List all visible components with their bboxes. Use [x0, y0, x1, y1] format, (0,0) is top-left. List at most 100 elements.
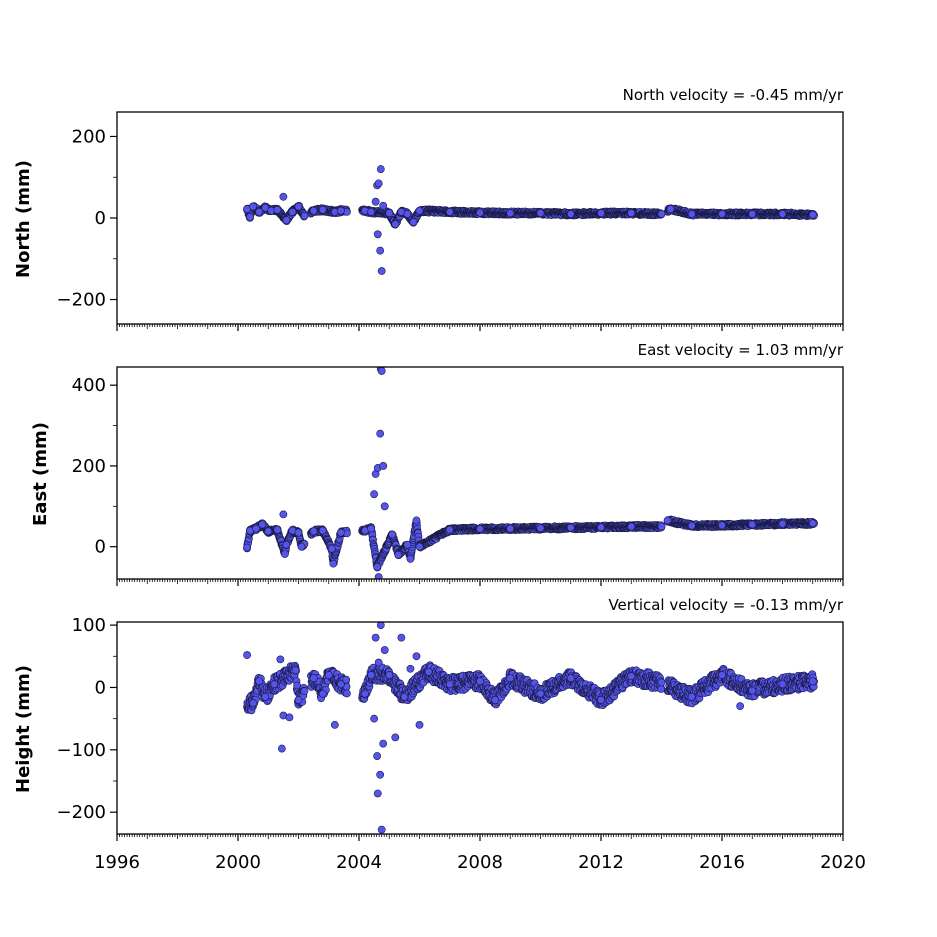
data-point	[374, 179, 383, 188]
data-point	[385, 209, 394, 218]
north-series	[243, 165, 818, 275]
data-point	[280, 550, 289, 558]
data-point	[373, 230, 382, 239]
east-panel-title: East velocity = 1.03 mm/yr	[638, 341, 844, 359]
data-point	[409, 218, 418, 226]
data-point	[536, 209, 545, 218]
data-point	[536, 524, 545, 533]
data-point	[657, 522, 666, 531]
data-point	[318, 526, 327, 535]
data-point	[279, 192, 288, 201]
data-point	[379, 201, 388, 210]
north-panel: North velocity = -0.45 mm/yr North (mm) …	[13, 86, 844, 331]
data-point	[288, 207, 297, 216]
data-point	[506, 524, 515, 533]
data-point	[376, 246, 385, 255]
north-y-tick-label: −200	[57, 290, 106, 311]
data-point	[388, 530, 397, 539]
height-y-tick-label: −200	[57, 802, 106, 823]
data-point	[376, 429, 385, 438]
data-point	[380, 502, 389, 511]
data-point	[377, 267, 386, 275]
data-point	[778, 519, 787, 528]
height-y-tick-label: 0	[95, 677, 106, 698]
data-point	[403, 540, 412, 549]
data-point	[294, 202, 303, 211]
data-point	[376, 165, 385, 173]
data-point	[273, 205, 282, 214]
north-panel-title: North velocity = -0.45 mm/yr	[623, 86, 844, 104]
data-point	[566, 210, 575, 218]
height-y-axis-label: Height (mm)	[13, 665, 34, 793]
data-point	[687, 210, 696, 218]
data-point	[748, 520, 757, 529]
data-point	[318, 205, 327, 214]
east-y-axis-label: East (mm)	[30, 422, 51, 526]
data-point	[297, 542, 306, 551]
east-panel: East velocity = 1.03 mm/yr East (mm) 0 20…	[30, 341, 844, 586]
data-point	[718, 521, 726, 530]
north-y-tick-label: 0	[95, 208, 106, 229]
data-point	[778, 210, 787, 218]
data-point	[336, 206, 345, 215]
data-point	[294, 528, 303, 537]
data-point	[282, 216, 291, 224]
data-point	[379, 462, 388, 470]
data-point	[687, 521, 696, 530]
data-point	[566, 523, 575, 532]
data-point	[371, 197, 380, 206]
height-y-tick-label: 100	[72, 615, 106, 636]
data-point	[327, 544, 336, 553]
data-point	[657, 210, 666, 218]
data-point	[445, 207, 454, 216]
data-point	[279, 510, 288, 519]
north-plot-frame	[116, 111, 844, 325]
data-point	[374, 573, 383, 579]
data-point	[329, 559, 338, 568]
data-point	[415, 542, 424, 551]
data-point	[246, 212, 254, 221]
data-point	[367, 524, 375, 533]
data-point	[627, 209, 636, 218]
data-point	[249, 202, 258, 211]
data-point	[412, 516, 421, 525]
data-point	[377, 367, 386, 375]
data-point	[300, 212, 309, 220]
data-point	[506, 209, 515, 218]
data-point	[403, 210, 412, 218]
data-point	[391, 220, 400, 229]
data-point	[243, 543, 251, 552]
data-point	[445, 525, 454, 534]
east-plot-frame	[116, 366, 844, 580]
data-point	[666, 205, 675, 213]
data-point	[808, 210, 817, 219]
east-series	[243, 367, 818, 579]
data-point	[258, 520, 267, 529]
north-y-axis-label: North (mm)	[13, 160, 34, 278]
data-point	[273, 525, 282, 534]
data-point	[663, 516, 672, 525]
data-point	[748, 210, 757, 218]
data-point	[336, 528, 345, 537]
data-point	[476, 525, 484, 533]
data-point	[476, 208, 484, 217]
data-point	[597, 209, 605, 218]
height-series	[243, 622, 818, 834]
data-point	[309, 527, 318, 536]
height-panel-title: Vertical velocity = -0.13 mm/yr	[608, 596, 843, 614]
east-y-tick-label: 0	[95, 537, 106, 558]
data-point	[394, 550, 403, 559]
data-point	[373, 562, 382, 571]
east-y-tick-label: 400	[72, 375, 106, 396]
data-point	[252, 524, 261, 533]
data-point	[282, 540, 291, 549]
height-panel: Vertical velocity = -0.13 mm/yr Height (…	[13, 596, 844, 841]
data-point	[255, 207, 264, 216]
data-point	[370, 490, 379, 499]
data-point	[264, 527, 273, 536]
east-y-tick-label: 200	[72, 456, 106, 477]
data-point	[627, 522, 636, 531]
data-point	[300, 687, 309, 696]
data-point	[309, 206, 318, 215]
